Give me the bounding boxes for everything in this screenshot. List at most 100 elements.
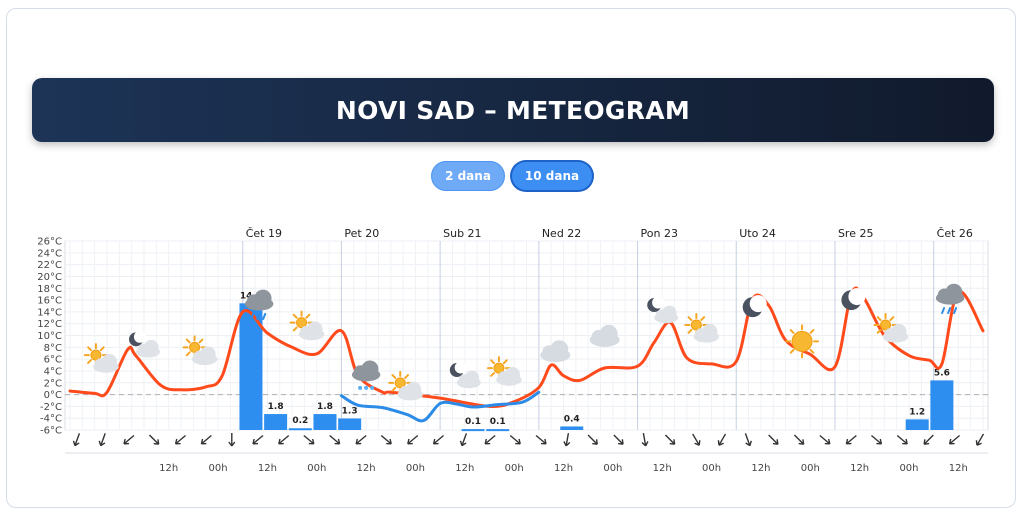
x-tick-label: 12h: [751, 463, 770, 474]
partly-cloudy-night-icon: [129, 330, 161, 358]
rain-icon: [244, 289, 274, 320]
wind-arrow-icon: [563, 432, 571, 447]
partly-cloudy-day-icon: [388, 370, 423, 401]
x-tick-label: 00h: [801, 463, 820, 474]
wind-shaft: [407, 434, 419, 445]
day-label: Čet 26: [937, 227, 973, 240]
x-tick-label: 00h: [702, 463, 721, 474]
precip-value-label: 0.1: [465, 417, 481, 427]
wind-arrow-icon: [692, 433, 701, 446]
wind-head: [432, 438, 439, 445]
wind-head: [252, 438, 259, 445]
x-tick-label: 12h: [554, 463, 573, 474]
wind-arrow-icon: [355, 434, 367, 445]
sun-icon: [785, 324, 820, 359]
wind-shaft: [484, 434, 496, 445]
wind-shaft: [278, 434, 290, 445]
wind-shaft: [433, 434, 445, 445]
precip-value-label: 1.8: [317, 402, 333, 412]
partly-cloudy-day-icon: [289, 310, 325, 341]
y-tick-label: 0°C: [44, 390, 62, 401]
precip-bar: [930, 380, 954, 430]
wind-shaft: [380, 434, 392, 445]
y-tick-label: 20°C: [37, 272, 62, 283]
wind-shaft: [329, 434, 341, 445]
wind-shaft: [613, 434, 624, 445]
day-label: Čet 19: [246, 227, 282, 240]
wind-shaft: [793, 434, 805, 445]
wind-head: [717, 440, 724, 446]
cloud-part: [200, 346, 216, 362]
sun-ray: [876, 316, 882, 322]
precip-bar: [338, 418, 362, 430]
cloud-part: [599, 324, 618, 343]
rain-drop: [262, 312, 267, 320]
partly-cloudy-day-icon: [486, 356, 522, 386]
wind-arrow-icon: [819, 434, 831, 445]
wind-shaft: [819, 434, 831, 445]
wind-shaft: [74, 433, 81, 446]
cloud-part: [101, 354, 117, 370]
cloud-part: [662, 305, 677, 321]
wind-shaft: [768, 434, 779, 445]
sun-disc: [493, 362, 505, 374]
wind-head: [617, 439, 624, 445]
wind-arrow-icon: [923, 434, 934, 445]
wind-arrow-icon: [664, 434, 676, 445]
wind-arrow-icon: [329, 434, 341, 445]
sun-ray: [687, 328, 693, 334]
sun-ray: [198, 338, 204, 344]
wind-head: [923, 439, 930, 445]
y-tick-label: -4°C: [40, 414, 62, 425]
wind-head: [459, 440, 467, 447]
wind-head: [745, 440, 752, 447]
dewpoint-line: [339, 390, 541, 423]
wind-arrow-icon: [228, 433, 236, 447]
wind-arrow-icon: [587, 434, 598, 445]
snow-flake: [364, 385, 369, 390]
sun-ray: [789, 329, 795, 334]
wind-arrow-icon: [148, 434, 160, 445]
wind-arrow-icon: [98, 433, 106, 447]
rain-drop: [250, 312, 255, 320]
sun-ray: [889, 316, 895, 322]
snow-flake: [358, 385, 363, 390]
toggle-2-days-button[interactable]: 2 dana: [431, 161, 505, 191]
wind-head: [641, 441, 649, 447]
wind-head: [669, 439, 676, 445]
sun-ray: [391, 374, 397, 379]
sun-disc: [296, 317, 308, 329]
precip-value-label: 0.2: [292, 416, 308, 426]
y-tick-label: 18°C: [37, 284, 62, 295]
wind-arrow-icon: [845, 434, 857, 445]
wind-arrow-icon: [870, 434, 883, 445]
sun-ray: [99, 346, 105, 352]
wind-shaft: [509, 434, 521, 445]
wind-head: [902, 438, 908, 445]
wind-shaft: [565, 432, 570, 447]
x-tick-label: 00h: [307, 463, 326, 474]
cloud-part: [702, 323, 718, 340]
rain-icon: [935, 283, 965, 315]
x-tick-label: 00h: [209, 463, 228, 474]
moon-cut: [848, 288, 866, 306]
wind-shaft: [535, 434, 547, 445]
cloud-part: [945, 283, 963, 301]
y-tick-label: 14°C: [37, 307, 62, 318]
toggle-10-days-button[interactable]: 10 dana: [511, 161, 593, 191]
partly-cloudy-day-icon: [182, 335, 218, 366]
precip-value-label: 0.4: [564, 414, 580, 424]
precip-bar: [264, 414, 288, 430]
day-label: Sub 21: [443, 227, 481, 240]
wind-arrow-icon: [948, 434, 961, 445]
cloud-part: [550, 340, 569, 359]
partly-cloudy-night-icon: [449, 361, 481, 389]
cloud-part: [144, 339, 159, 355]
sun-ray: [809, 329, 815, 334]
cloud-part: [254, 289, 272, 307]
sun-ray: [305, 313, 311, 319]
x-tick-label: 00h: [603, 463, 622, 474]
wind-arrow-icon: [174, 434, 187, 445]
wind-head: [228, 441, 236, 447]
wind-head: [355, 438, 362, 445]
